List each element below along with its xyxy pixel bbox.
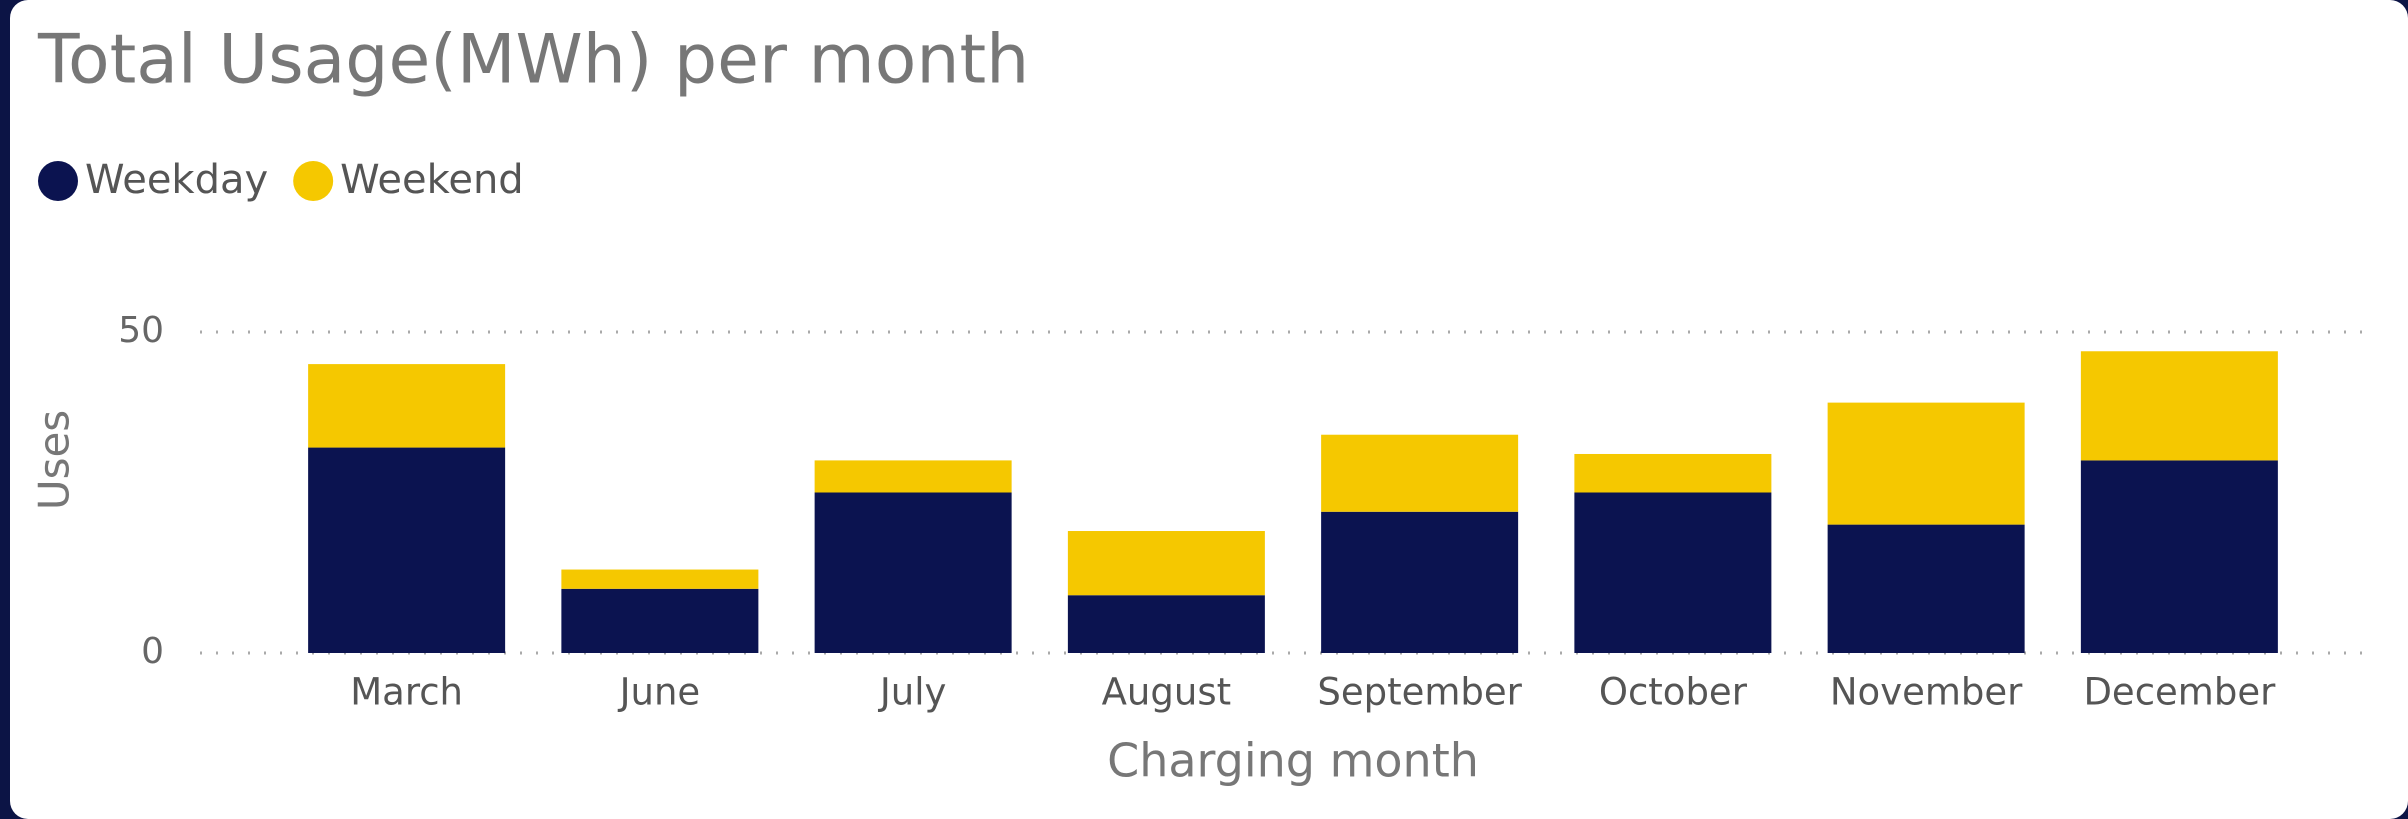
x-tick-label: August: [1102, 671, 1231, 714]
y-tick-label: 0: [141, 631, 164, 672]
legend-marker: [38, 161, 78, 201]
bar-segment: [2080, 351, 2278, 461]
x-tick-label: December: [2083, 671, 2276, 714]
x-tick-label: July: [878, 671, 947, 714]
bar-segment: [1827, 524, 2025, 653]
y-tick-label: 50: [118, 310, 164, 351]
bar-segment: [561, 588, 759, 653]
bar-segment: [1067, 531, 1265, 596]
bar-segment: [1321, 511, 1519, 653]
x-tick-label: October: [1599, 671, 1748, 714]
bar-segment: [814, 492, 1012, 653]
bar-segment: [308, 364, 506, 448]
bar-segment: [814, 460, 1012, 493]
bar-segment: [2080, 460, 2278, 653]
bar-segment: [1827, 402, 2025, 525]
bar-segment: [1321, 434, 1519, 512]
y-axis-title: Uses: [30, 410, 79, 510]
legend-label: Weekday: [85, 157, 268, 203]
bar-segment: [1067, 595, 1265, 653]
x-tick-label: November: [1830, 671, 2023, 714]
bar-segment: [1574, 453, 1772, 493]
bar-segment: [1574, 492, 1772, 653]
bar-segment: [308, 447, 506, 653]
bar-segment: [561, 569, 759, 589]
legend-label: Weekend: [340, 157, 524, 203]
chart-title: Total Usage(MWh) per month: [37, 21, 1029, 100]
legend-marker: [293, 161, 334, 201]
x-axis-title: Charging month: [1107, 734, 1479, 788]
x-tick-label: June: [618, 671, 701, 714]
x-tick-label: September: [1317, 671, 1522, 714]
x-tick-label: March: [350, 671, 463, 714]
